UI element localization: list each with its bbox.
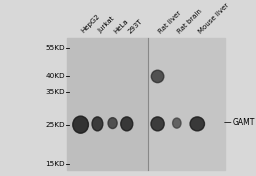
Text: GAMT: GAMT: [232, 118, 254, 127]
Text: 55KD: 55KD: [45, 45, 65, 51]
Text: 25KD: 25KD: [45, 122, 65, 128]
Text: HepG2: HepG2: [81, 14, 102, 34]
Bar: [67, 37, 148, 170]
Text: Mouse liver: Mouse liver: [197, 2, 230, 34]
Ellipse shape: [151, 70, 164, 83]
Text: 35KD: 35KD: [45, 89, 65, 95]
Text: Rat brain: Rat brain: [177, 8, 204, 34]
Ellipse shape: [73, 116, 88, 133]
Ellipse shape: [108, 118, 117, 128]
Ellipse shape: [121, 117, 133, 131]
Text: Jurkat: Jurkat: [98, 16, 116, 34]
Ellipse shape: [92, 117, 103, 131]
Bar: [148, 37, 225, 170]
Text: 40KD: 40KD: [45, 73, 65, 79]
Text: 293T: 293T: [127, 18, 143, 34]
Text: 15KD: 15KD: [45, 161, 65, 166]
Text: Rat liver: Rat liver: [158, 10, 183, 34]
Ellipse shape: [190, 117, 205, 131]
Ellipse shape: [151, 117, 164, 131]
Text: —: —: [223, 118, 231, 127]
Text: HeLa: HeLa: [113, 18, 129, 34]
Ellipse shape: [173, 118, 181, 128]
